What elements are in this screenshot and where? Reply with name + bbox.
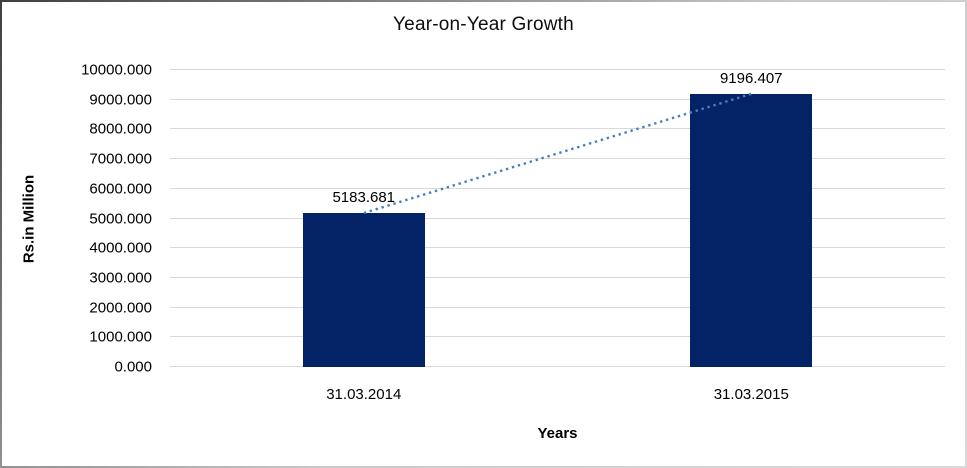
x-tick-label: 31.03.2014: [326, 386, 402, 403]
gridline: [170, 276, 945, 278]
bar-31.03.2014: [302, 213, 425, 367]
gridline: [170, 98, 945, 100]
y-tick-label: 4000.000: [89, 239, 152, 257]
gridline: [170, 158, 945, 160]
y-tick-label: 5000.000: [89, 210, 152, 227]
y-tick-label: 8000.000: [89, 120, 152, 138]
y-tick-label: 3000.000: [89, 269, 152, 287]
x-axis-ticks: 31.03.2014 31.03.2015: [170, 386, 945, 406]
bar-value-label: 5183.681: [332, 189, 396, 207]
plot-area: 5183.681 9196.407: [170, 69, 945, 367]
gridline: [170, 336, 945, 338]
y-tick-label: 1000.000: [89, 328, 152, 346]
x-tick-label: 31.03.2015: [713, 386, 789, 403]
trendline: [363, 92, 752, 215]
gridline: [170, 247, 945, 249]
gridline: [170, 306, 945, 308]
y-tick-label: 9000.000: [89, 91, 152, 109]
y-tick-label: 6000.000: [89, 180, 152, 198]
y-tick-label: 7000.000: [89, 150, 152, 168]
bar-31.03.2015: [690, 93, 813, 367]
y-tick-label: 10000.000: [81, 61, 152, 79]
gridline: [170, 128, 945, 130]
gridline: [170, 187, 945, 189]
y-axis-ticks: 0.000 1000.000 2000.000 3000.000 4000.000 500…: [2, 62, 160, 376]
gridline: [170, 217, 945, 219]
gridline: [170, 69, 945, 70]
x-axis-title: Years: [537, 425, 578, 442]
y-tick-label: 2000.000: [89, 299, 152, 317]
chart-title: Year-on-Year Growth: [393, 14, 574, 35]
y-tick-label: 0.000: [114, 358, 152, 376]
gridline: [170, 366, 945, 367]
bar-value-label: 9196.407: [719, 69, 783, 87]
